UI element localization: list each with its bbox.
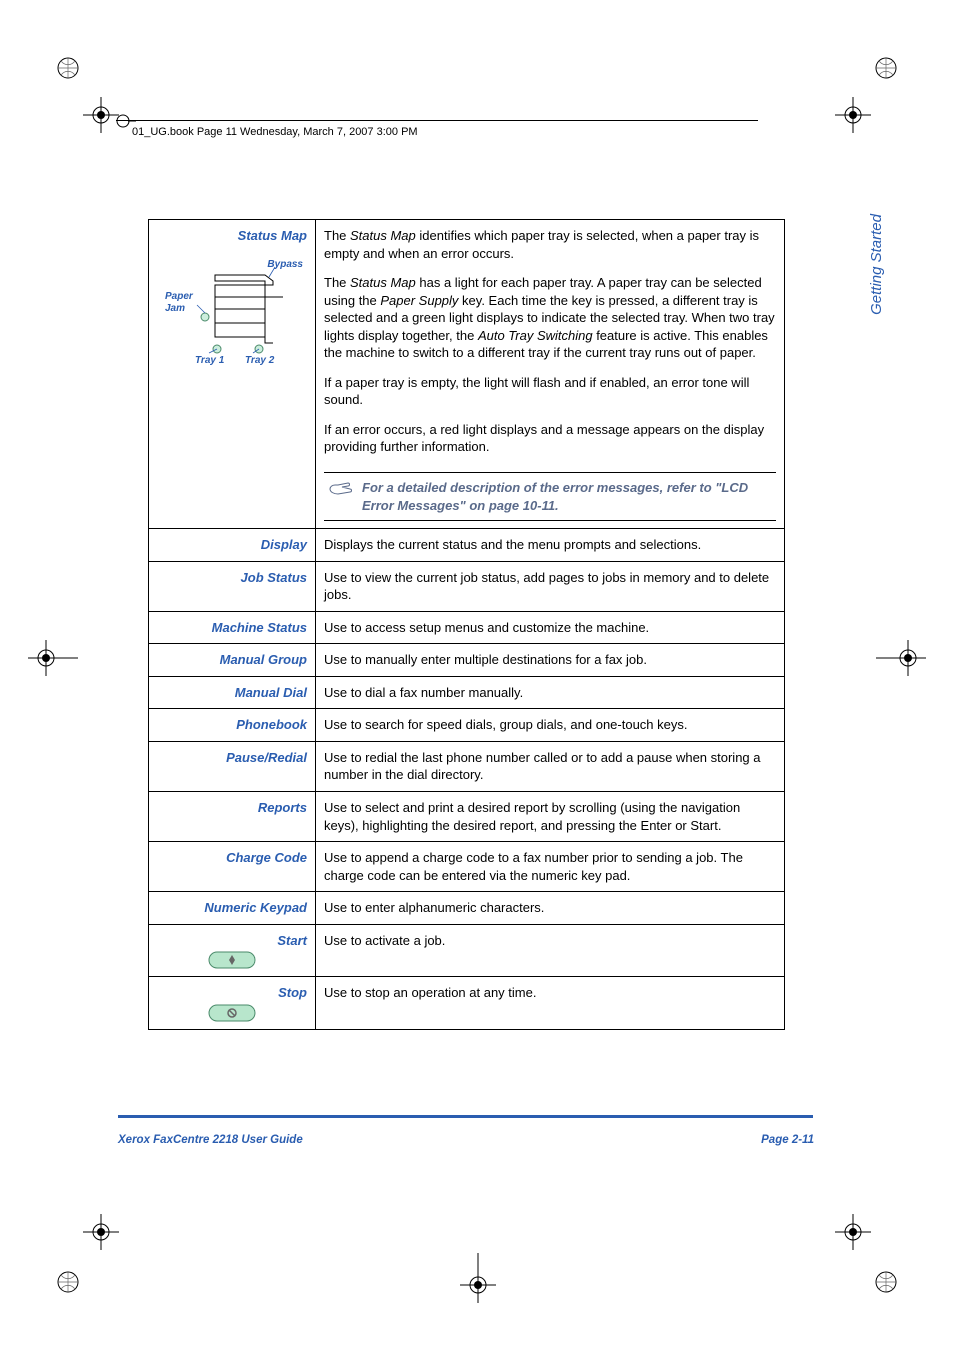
stop-button-icon xyxy=(208,1004,256,1022)
row-status-map-label: Status Map Bypass Paper Jam Tray 1 Tray … xyxy=(149,220,316,529)
row-manual-dial-label: Manual Dial xyxy=(149,676,316,709)
regmark-br xyxy=(835,1214,871,1253)
crop-globe-tl xyxy=(57,57,79,79)
row-charge-code-label: Charge Code xyxy=(149,842,316,892)
row-job-status-label: Job Status xyxy=(149,561,316,611)
row-phonebook-label: Phonebook xyxy=(149,709,316,742)
row-manual-group-label: Manual Group xyxy=(149,644,316,677)
row-numeric-keypad-label: Numeric Keypad xyxy=(149,892,316,925)
svg-text:Jam: Jam xyxy=(165,303,185,314)
start-button-icon xyxy=(208,951,256,969)
status-map-diagram: Bypass Paper Jam Tray 1 Tray 2 xyxy=(157,255,307,375)
row-numeric-keypad-desc: Use to enter alphanumeric characters. xyxy=(316,892,785,925)
regmark-ml xyxy=(28,640,78,679)
row-pause-redial-desc: Use to redial the last phone number call… xyxy=(316,741,785,791)
row-charge-code-desc: Use to append a charge code to a fax num… xyxy=(316,842,785,892)
row-machine-status-desc: Use to access setup menus and customize … xyxy=(316,611,785,644)
row-stop-label: Stop xyxy=(149,977,316,1030)
svg-text:Paper: Paper xyxy=(165,291,194,302)
row-stop-desc: Use to stop an operation at any time. xyxy=(316,977,785,1030)
crop-globe-br xyxy=(875,1271,897,1293)
row-reports-desc: Use to select and print a desired report… xyxy=(316,792,785,842)
note-text: For a detailed description of the error … xyxy=(362,479,772,514)
row-job-status-desc: Use to view the current job status, add … xyxy=(316,561,785,611)
svg-text:Tray 2: Tray 2 xyxy=(245,355,275,366)
note-callout: For a detailed description of the error … xyxy=(324,472,776,521)
row-reports-label: Reports xyxy=(149,792,316,842)
running-head: 01_UG.book Page 11 Wednesday, March 7, 2… xyxy=(132,126,418,138)
section-tab: Getting Started xyxy=(868,214,885,315)
footer-book-title: Xerox FaxCentre 2218 User Guide xyxy=(118,1134,303,1146)
row-manual-dial-desc: Use to dial a fax number manually. xyxy=(316,676,785,709)
footer-rule xyxy=(118,1115,813,1118)
row-pause-redial-label: Pause/Redial xyxy=(149,741,316,791)
status-map-label-text: Status Map xyxy=(238,228,307,243)
svg-text:Tray 1: Tray 1 xyxy=(195,355,225,366)
row-machine-status-label: Machine Status xyxy=(149,611,316,644)
header-rule xyxy=(116,120,758,121)
footer-page-number: Page 2-11 xyxy=(761,1134,814,1146)
row-manual-group-desc: Use to manually enter multiple destinati… xyxy=(316,644,785,677)
regmark-tl xyxy=(83,97,119,136)
regmark-bl xyxy=(83,1214,119,1253)
row-status-map-desc: The Status Map identifies which paper tr… xyxy=(316,220,785,529)
svg-text:Bypass: Bypass xyxy=(267,259,303,270)
regmark-bc xyxy=(460,1253,496,1306)
regmark-mr xyxy=(876,640,926,679)
start-label-text: Start xyxy=(277,933,307,948)
crop-globe-tr xyxy=(875,57,897,79)
hand-point-icon xyxy=(328,481,354,514)
row-start-desc: Use to activate a job. xyxy=(316,924,785,977)
row-display-desc: Displays the current status and the menu… xyxy=(316,529,785,562)
regmark-tr xyxy=(835,97,871,136)
feature-table: Status Map Bypass Paper Jam Tray 1 Tray … xyxy=(148,219,785,1030)
row-start-label: Start xyxy=(149,924,316,977)
stop-label-text: Stop xyxy=(278,985,307,1000)
row-display-label: Display xyxy=(149,529,316,562)
crop-globe-bl xyxy=(57,1271,79,1293)
row-phonebook-desc: Use to search for speed dials, group dia… xyxy=(316,709,785,742)
